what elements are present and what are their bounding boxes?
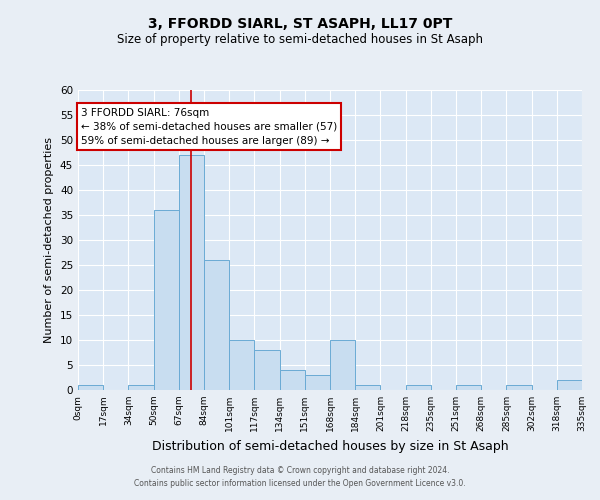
Bar [154,210,179,390]
Bar [229,340,254,390]
Y-axis label: Number of semi-detached properties: Number of semi-detached properties [44,137,55,343]
Bar [330,340,355,390]
Bar [355,385,380,390]
Bar [456,385,481,390]
Bar [78,385,103,390]
Bar [128,385,154,390]
Bar [254,350,280,390]
Text: Contains HM Land Registry data © Crown copyright and database right 2024.
Contai: Contains HM Land Registry data © Crown c… [134,466,466,487]
Bar [204,260,229,390]
Bar [506,385,532,390]
Text: Size of property relative to semi-detached houses in St Asaph: Size of property relative to semi-detach… [117,32,483,46]
X-axis label: Distribution of semi-detached houses by size in St Asaph: Distribution of semi-detached houses by … [152,440,508,452]
Bar [557,380,582,390]
Bar [406,385,431,390]
Bar [280,370,305,390]
Bar [305,375,330,390]
Text: 3 FFORDD SIARL: 76sqm
← 38% of semi-detached houses are smaller (57)
59% of semi: 3 FFORDD SIARL: 76sqm ← 38% of semi-deta… [81,108,337,146]
Bar [179,155,204,390]
Text: 3, FFORDD SIARL, ST ASAPH, LL17 0PT: 3, FFORDD SIARL, ST ASAPH, LL17 0PT [148,18,452,32]
